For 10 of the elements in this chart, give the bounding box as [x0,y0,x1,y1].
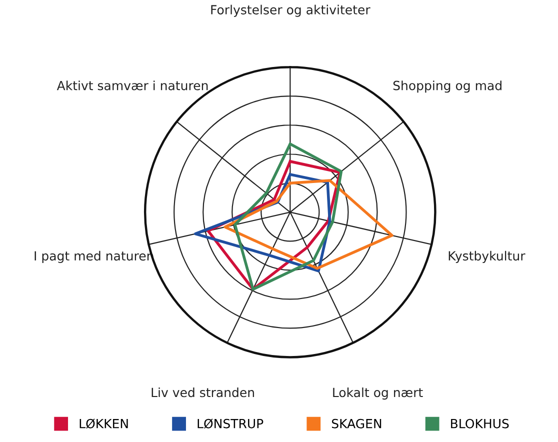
spoke-label: Shopping og mad [393,80,502,93]
spoke-label: Forlystelser og aktiviteter [211,4,370,17]
legend-label: BLOKHUS [451,418,509,428]
legend-label: SKAGEN [332,418,382,428]
spoke-label: Liv ved stranden [152,388,254,398]
spoke-label: Lokalt og nært [333,388,423,400]
spoke-label: Aktivt samvær i naturen [56,80,208,90]
spoke-label: Kystbykultur [448,250,526,264]
legend-label: LØNSTRUP [198,418,264,429]
legend-label: LØKKEN [80,418,128,429]
